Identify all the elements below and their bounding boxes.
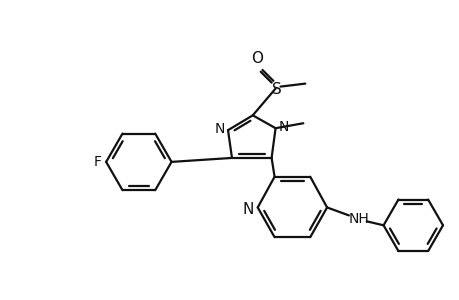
Text: N: N (241, 202, 253, 217)
Text: N: N (214, 122, 225, 136)
Text: N: N (278, 120, 288, 134)
Text: F: F (93, 155, 101, 169)
Text: S: S (271, 82, 281, 97)
Text: O: O (250, 51, 262, 66)
Text: NH: NH (347, 212, 369, 226)
